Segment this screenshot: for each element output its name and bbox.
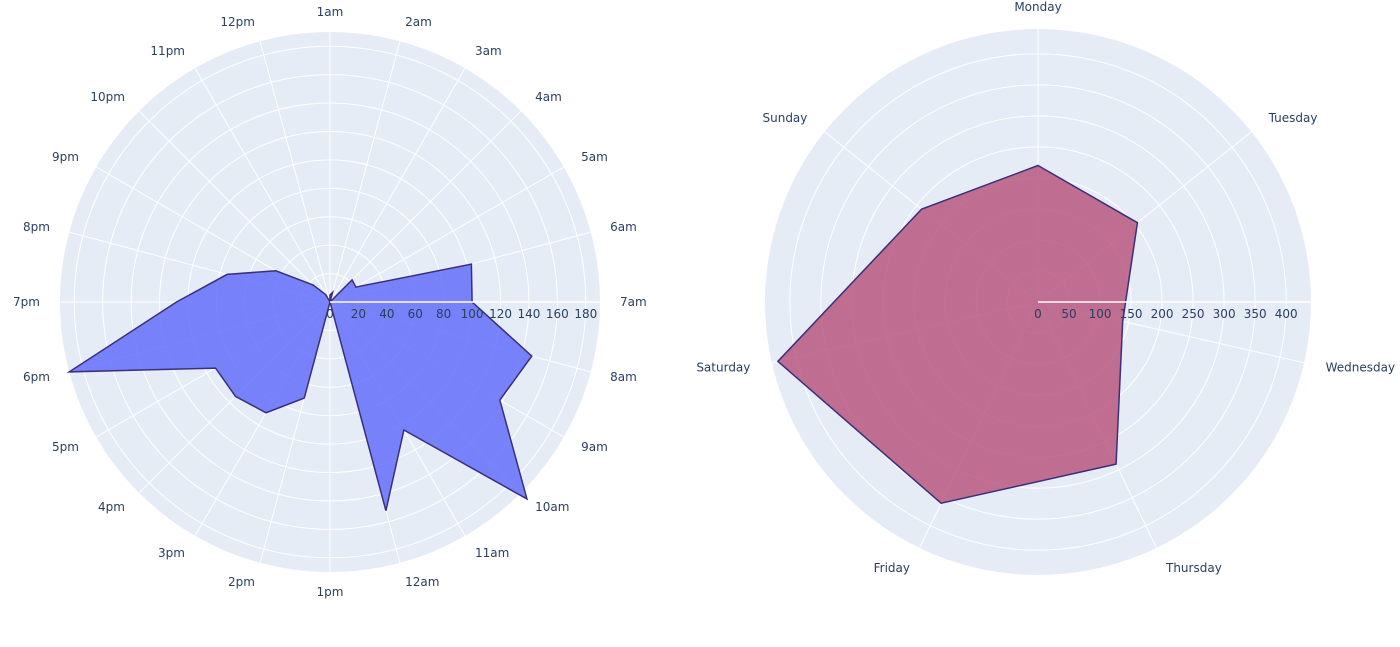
- radial-tick-label: 40: [379, 307, 394, 321]
- angular-label-sunday: Sunday: [762, 111, 807, 125]
- series-area: [776, 164, 1139, 505]
- data-point-9pm: [275, 270, 276, 271]
- radial-tick-label: 0: [1034, 307, 1042, 321]
- grid-spoke: [259, 41, 331, 303]
- angular-label-8pm: 8pm: [23, 220, 50, 234]
- radial-tick-label: 80: [436, 307, 451, 321]
- angular-label-7am: 7am: [620, 295, 647, 309]
- grid-spoke: [329, 41, 401, 303]
- angular-label-1am: 1am: [317, 5, 344, 19]
- hourly-radar-chart: 0 20 40 60 80 100 120 140 160 180 1am 2am 3am 4am 5am 6…: [13, 5, 647, 599]
- data-point-1am: [330, 294, 331, 295]
- data-point-9am: [499, 400, 500, 401]
- data-point-6pm: [69, 371, 70, 372]
- radial-tick-label: 200: [1151, 307, 1174, 321]
- data-point-5am: [355, 287, 356, 288]
- angular-label-6pm: 6pm: [23, 370, 50, 384]
- angular-label-12am: 12am: [405, 575, 439, 589]
- data-point-2am: [332, 292, 333, 293]
- data-point-thursday: [1116, 464, 1117, 465]
- data-point-saturday: [777, 361, 778, 362]
- weekly-radar-chart: 0 50 100 150 200 250 300 350 400 Monday Tuesday Wed…: [696, 0, 1395, 575]
- radial-tick-label: 20: [351, 307, 366, 321]
- radial-tick-label: 300: [1213, 307, 1236, 321]
- data-point-8pm: [227, 274, 228, 275]
- angular-label-11pm: 11pm: [150, 44, 185, 58]
- grid-spoke: [194, 67, 331, 303]
- angular-label-saturday: Saturday: [696, 361, 750, 375]
- data-point-5pm: [215, 368, 216, 369]
- angular-label-8am: 8am: [610, 370, 637, 384]
- grid-spoke: [138, 110, 331, 303]
- data-point-monday: [1038, 165, 1039, 166]
- data-point-4am: [352, 279, 353, 280]
- radial-tick-label: 150: [1120, 307, 1143, 321]
- angular-label-monday: Monday: [1014, 0, 1061, 14]
- angular-label-9pm: 9pm: [52, 150, 79, 164]
- data-point-6am: [471, 264, 472, 265]
- radial-tick-label: 0: [326, 307, 334, 321]
- angular-label-4pm: 4pm: [98, 500, 125, 514]
- angular-label-11am: 11am: [475, 546, 509, 560]
- data-point-10pm: [312, 284, 313, 285]
- radial-tick-label: 140: [517, 307, 540, 321]
- radial-tick-label: 120: [489, 307, 512, 321]
- angular-label-5am: 5am: [581, 150, 608, 164]
- angular-label-wednesday: Wednesday: [1326, 361, 1395, 375]
- data-point-7pm: [176, 302, 177, 303]
- angular-label-12pm: 12pm: [220, 15, 255, 29]
- data-point-8am: [531, 356, 532, 357]
- radial-tick-label: 180: [574, 307, 597, 321]
- radial-tick-label: 100: [461, 307, 484, 321]
- angular-label-6am: 6am: [610, 220, 637, 234]
- angular-label-9am: 9am: [581, 440, 608, 454]
- angular-label-4am: 4am: [535, 90, 562, 104]
- angular-label-7pm: 7pm: [13, 295, 40, 309]
- angular-label-3pm: 3pm: [158, 546, 185, 560]
- grid-spoke: [329, 67, 466, 303]
- data-point-2pm: [304, 398, 305, 399]
- radial-tick-label: 100: [1089, 307, 1112, 321]
- angular-label-10am: 10am: [535, 500, 569, 514]
- angular-label-1pm: 1pm: [317, 585, 344, 599]
- data-point-friday: [941, 503, 942, 504]
- data-point-tuesday: [1137, 222, 1138, 223]
- angular-label-tuesday: Tuesday: [1268, 111, 1318, 125]
- grid-spoke: [329, 166, 565, 303]
- data-point-11pm: [325, 294, 326, 295]
- data-point-12am: [385, 510, 386, 511]
- angular-label-2pm: 2pm: [228, 575, 255, 589]
- radial-tick-label: 60: [408, 307, 423, 321]
- data-point-3pm: [266, 412, 267, 413]
- angular-label-friday: Friday: [874, 561, 910, 575]
- data-point-sunday: [921, 209, 922, 210]
- angular-label-5pm: 5pm: [52, 440, 79, 454]
- angular-label-2am: 2am: [405, 15, 432, 29]
- data-point-10am: [526, 498, 527, 499]
- grid-spoke: [329, 110, 522, 303]
- radial-tick-label: 350: [1244, 307, 1267, 321]
- angular-label-thursday: Thursday: [1165, 561, 1222, 575]
- radial-tick-label: 50: [1061, 307, 1076, 321]
- radial-tick-label: 160: [546, 307, 569, 321]
- radial-tick-label: 250: [1182, 307, 1205, 321]
- radial-tick-label: 400: [1275, 307, 1298, 321]
- data-point-4pm: [235, 396, 236, 397]
- data-point-11am: [403, 429, 404, 430]
- angular-label-3am: 3am: [475, 44, 502, 58]
- angular-label-10pm: 10pm: [90, 90, 125, 104]
